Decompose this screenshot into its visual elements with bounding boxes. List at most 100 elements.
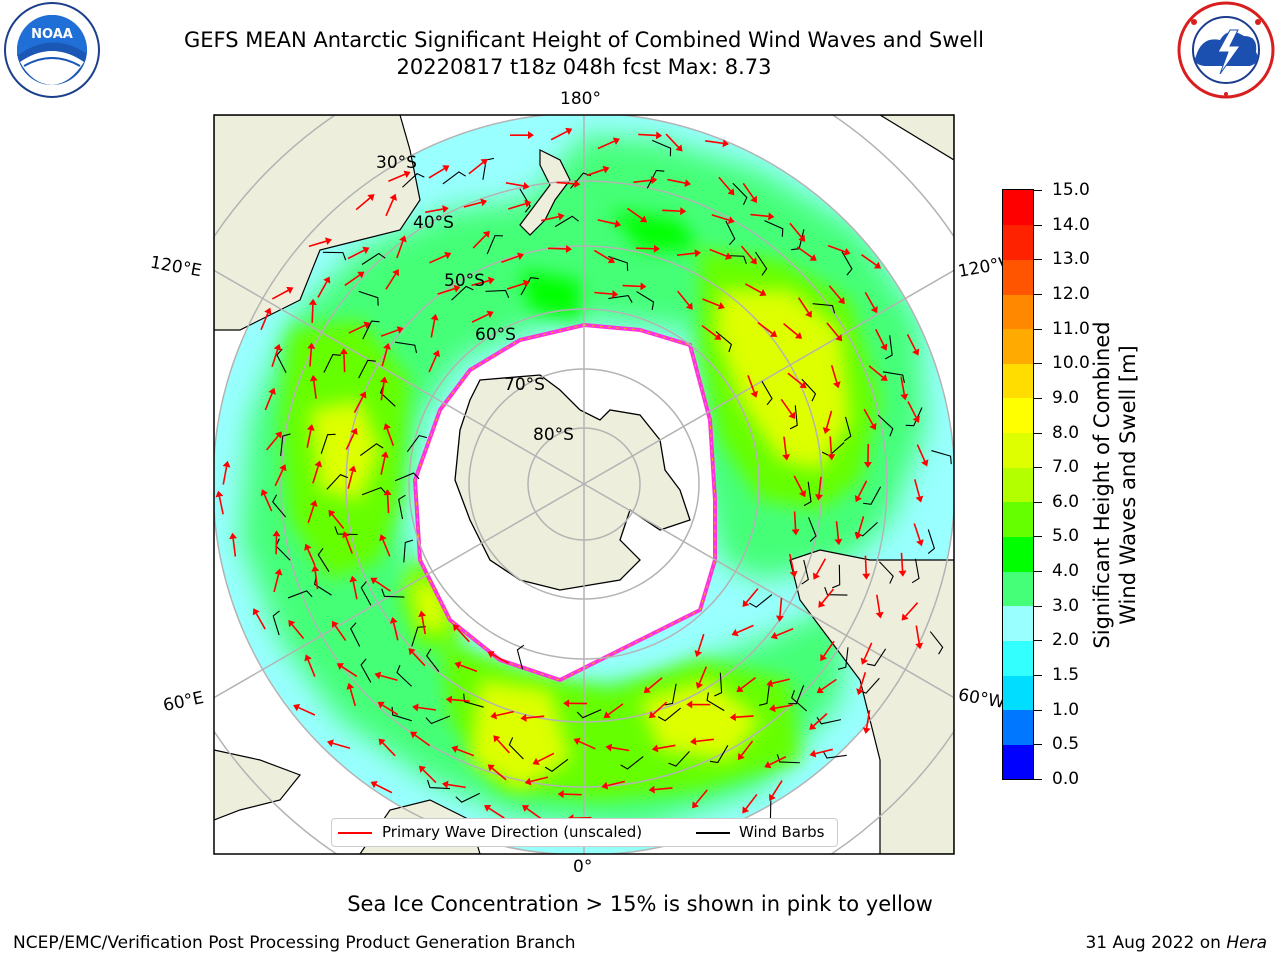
wave-arrow-head [770, 631, 778, 640]
wave-arrow-shaft [492, 653, 509, 664]
title-line-2: 20220817 t18z 048h fcst Max: 8.73 [396, 55, 772, 79]
wave-arrow-shaft [425, 208, 443, 214]
wave-arrow-head [750, 390, 758, 398]
wave-arrow-shaft [783, 436, 787, 455]
colorbar-tick [1034, 293, 1042, 295]
wind-barb [761, 381, 773, 406]
wave-arrow-head [268, 387, 276, 395]
wave-arrow-head [856, 688, 864, 696]
colorbar-segment [1003, 571, 1033, 607]
wind-barb [824, 586, 848, 596]
wave-arrow-head [430, 313, 439, 321]
wave-arrow-shaft [307, 505, 315, 524]
wave-arrow-head [837, 297, 845, 305]
wave-arrow-head [288, 619, 296, 628]
wave-arrow-head [602, 165, 610, 174]
wave-arrow-shaft [863, 408, 874, 426]
wave-arrow-shaft [344, 274, 361, 287]
wave-arrow-head [680, 207, 687, 216]
wave-arrow-shaft [447, 783, 466, 789]
colorbar-segment [1003, 501, 1033, 538]
wave-arrow-head [791, 529, 800, 536]
wave-arrow-head [403, 170, 411, 178]
wind-barb [812, 303, 836, 314]
map-frame [213, 114, 955, 855]
wind-barb [646, 169, 665, 189]
wave-arrow-shaft [861, 254, 877, 266]
wave-arrow-head [336, 663, 344, 670]
wave-arrow-head [901, 613, 909, 621]
wave-arrow-shaft [380, 329, 399, 337]
wave-arrow-head [766, 679, 774, 688]
wave-arrow-head [827, 454, 836, 461]
colorbar-segment [1003, 640, 1033, 676]
colorbar-tick-label: 0.0 [1052, 769, 1080, 789]
wave-arrow-head [412, 703, 419, 712]
wave-arrow-shaft [263, 494, 273, 512]
wave-arrow-shaft [652, 701, 668, 715]
colorbar-tick [1034, 675, 1042, 677]
wave-arrow-head [813, 572, 820, 580]
wave-arrow-shaft [750, 213, 769, 218]
wave-arrow-head [714, 333, 722, 340]
wave-arrow-head [293, 703, 301, 712]
colorbar-tick [1034, 571, 1042, 573]
wave-arrow-head [684, 179, 692, 187]
colorbar-segment [1003, 397, 1033, 434]
wind-barb [862, 486, 882, 505]
wave-arrow-head [482, 230, 490, 238]
wave-arrow-head [686, 700, 693, 709]
wave-arrow-shaft [271, 289, 289, 300]
wave-arrow-shaft [298, 706, 316, 716]
wave-arrow-head [451, 745, 459, 753]
wave-arrow-head [480, 158, 488, 166]
wave-arrow-head [835, 334, 843, 342]
wave-arrow-shaft [864, 292, 875, 309]
wave-arrow-shaft [556, 181, 575, 185]
wave-arrow-shaft [392, 622, 399, 641]
wave-arrow-shaft [825, 410, 833, 429]
wind-barb [608, 295, 633, 303]
wave-arrow-head [898, 570, 907, 577]
wave-arrow-head [650, 176, 658, 185]
wave-arrow-shaft [667, 178, 686, 184]
wave-arrow-head [264, 307, 272, 315]
wind-barb [801, 378, 817, 402]
wave-arrow-shaft [291, 624, 305, 640]
wave-legend-line [338, 832, 372, 834]
wind-barb [280, 433, 291, 456]
wave-arrow-head [442, 165, 450, 173]
wind-barb [359, 443, 384, 457]
wave-arrow-head [816, 686, 824, 694]
colorbar-segment [1003, 432, 1033, 468]
wave-arrow-shaft [736, 624, 754, 634]
map-legend: Primary Wave Direction (unscaled) Wind B… [331, 818, 838, 847]
wave-arrow-head [229, 532, 238, 540]
colorbar-title-line1: Significant Height of Combined [1090, 321, 1114, 649]
wave-arrow-shaft [677, 290, 690, 306]
wave-arrow-shaft [835, 521, 840, 540]
wave-arrow-shaft [388, 173, 406, 182]
wave-arrow-shaft [526, 715, 545, 719]
wave-arrow-head [731, 628, 739, 637]
wave-arrow-shaft [876, 594, 881, 613]
wind-barb [668, 750, 690, 767]
lat-label-40s: 40°S [413, 213, 454, 233]
wave-arrow-shaft [506, 282, 525, 290]
wave-arrow-head [614, 219, 622, 228]
wave-arrow-head [314, 460, 323, 468]
wave-arrow-head [311, 565, 320, 572]
wind-barb [406, 434, 428, 453]
wind-barb [426, 648, 440, 672]
wave-arrow-shaft [821, 678, 837, 691]
wave-arrow-head [370, 781, 378, 789]
wave-arrow-head [912, 415, 920, 423]
wave-arrow-shaft [306, 429, 312, 448]
wave-arrow-shaft [818, 476, 822, 495]
wave-arrow-shaft [451, 698, 470, 702]
wave-arrow-head [408, 648, 416, 656]
wave-arrow-head [653, 244, 660, 253]
wave-arrow-shaft [345, 432, 355, 450]
wave-arrow-head [399, 235, 407, 243]
